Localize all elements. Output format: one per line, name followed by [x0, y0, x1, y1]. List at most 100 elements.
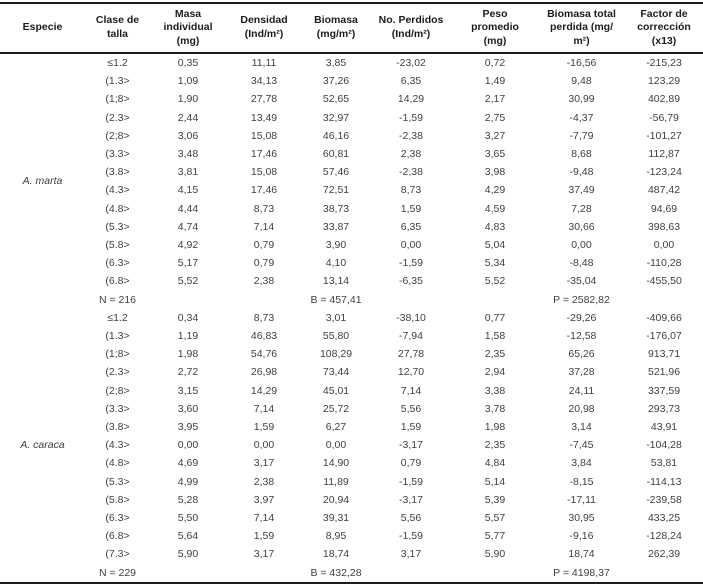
cell-peso-promedio: 5,34 [484, 257, 506, 270]
cell-no-perdidos: 12,70 [397, 366, 425, 379]
table-row: (1.3> 1,09 34,13 37,26 6,35 1,49 9,48 123,29 [0, 72, 703, 90]
table-header: Especie Clase de talla Masa individual (… [0, 3, 703, 54]
cell-masa-individual: 4,69 [177, 457, 199, 470]
cell-no-perdidos: -23,02 [396, 57, 426, 69]
cell-densidad: 15,08 [250, 166, 278, 179]
cell-no-perdidos: -2,38 [399, 129, 423, 142]
cell-biomasa-total-perdida: -8,48 [569, 257, 594, 270]
cell-masa-individual: 3,95 [177, 421, 199, 434]
cell-clase-de-talla: (1.3> [105, 75, 130, 88]
species-label: A. marta [22, 175, 63, 188]
cell-peso-promedio: 5,57 [484, 512, 506, 525]
cell-densidad: 11,11 [251, 57, 277, 69]
col-biomasa-total-perdida: Biomasa total perdida (mg/ m²) [538, 3, 625, 54]
summary-p: P = 2582,82 [553, 293, 610, 306]
cell-factor-correccion: -104,28 [646, 439, 682, 452]
table-row: (4.8> 4,69 3,17 14,90 0,79 4,84 3,84 53,81 [0, 454, 703, 472]
cell-factor-correccion: 0,00 [653, 239, 675, 252]
header-row: Especie Clase de talla Masa individual (… [0, 3, 703, 54]
cell-clase-de-talla: (4.3> [105, 184, 130, 197]
table-row: (3.3> 3,48 17,46 60,81 2,38 3,65 8,68 112,87 [0, 145, 703, 163]
table-row: (5.3> 4,74 7,14 33,87 6,35 4,83 30,66 398,63 [0, 218, 703, 236]
cell-empty [625, 564, 703, 583]
cell-clase-de-talla: (3.3> [105, 402, 130, 415]
cell-densidad: 2,38 [253, 275, 275, 288]
species-label: A. caraca [20, 439, 65, 452]
cell-biomasa-total-perdida: -17,11 [567, 493, 596, 506]
cell-biomasa: 108,29 [319, 348, 353, 361]
table-row: (2;8> 3,06 15,08 46,16 -2,38 3,27 -7,79 -101,27 [0, 127, 703, 145]
cell-masa-individual: 1,90 [177, 93, 199, 106]
cell-no-perdidos: -1,59 [399, 111, 423, 124]
cell-factor-correccion: 123,29 [647, 75, 681, 88]
cell-peso-promedio: 5,04 [484, 239, 506, 252]
cell-factor-correccion: 402,89 [647, 93, 681, 106]
cell-biomasa: 13,14 [322, 275, 350, 288]
table-row: (4.8> 4,44 8,73 38,73 1,59 4,59 7,28 94,69 [0, 200, 703, 218]
cell-no-perdidos: -3,17 [399, 493, 423, 506]
cell-masa-individual: 5,64 [177, 530, 199, 543]
cell-biomasa: 55,80 [322, 330, 350, 343]
cell-biomasa-total-perdida: 8,68 [571, 148, 592, 161]
cell-clase-de-talla: (1;8> [105, 348, 130, 361]
cell-factor-correccion: 53,81 [650, 457, 678, 470]
cell-factor-correccion: 94,69 [650, 202, 678, 215]
cell-biomasa: 18,74 [322, 548, 350, 561]
cell-clase-de-talla: (3.8> [105, 166, 130, 179]
cell-no-perdidos: 0,00 [400, 239, 422, 252]
cell-masa-individual: 2,44 [177, 111, 199, 124]
cell-masa-individual: 5,90 [177, 548, 199, 561]
table-row: (7.3> 5,90 3,17 18,74 3,17 5,90 18,74 262,39 [0, 545, 703, 563]
cell-clase-de-talla: (2.3> [105, 366, 130, 379]
cell-biomasa-total-perdida: 30,95 [568, 512, 595, 525]
cell-densidad: 1,59 [253, 530, 275, 543]
cell-peso-promedio: 3,65 [484, 148, 506, 161]
cell-peso-promedio: 0,77 [484, 311, 506, 324]
table-row: (3.3> 3,60 7,14 25,72 5,56 3,78 20,98 293,73 [0, 400, 703, 418]
cell-clase-de-talla: (2.3> [105, 111, 130, 124]
cell-biomasa: 8,95 [325, 530, 347, 543]
cell-densidad: 3,17 [253, 457, 275, 470]
table-row: (4.3> 0,00 0,00 0,00 -3,17 2,35 -7,45 -104,28 [0, 436, 703, 454]
cell-biomasa-total-perdida: 7,28 [571, 202, 592, 215]
col-factor-correccion: Factor de corrección (x13) [625, 3, 703, 54]
cell-factor-correccion: 262,39 [647, 548, 681, 561]
cell-densidad: 13,49 [250, 111, 278, 124]
table-row: (2.3> 2,44 13,49 32,97 -1,59 2,75 -4,37 -56,79 [0, 109, 703, 127]
cell-peso-promedio: 5,90 [484, 548, 506, 561]
cell-biomasa-total-perdida: -9,16 [569, 530, 594, 543]
cell-no-perdidos: -1,59 [399, 475, 423, 488]
cell-masa-individual: 5,17 [177, 257, 199, 270]
cell-clase-de-talla: (1.3> [105, 330, 130, 343]
cell-factor-correccion: 521,96 [647, 366, 681, 379]
cell-biomasa: 3,85 [325, 57, 347, 69]
cell-factor-correccion: -101,27 [646, 129, 682, 142]
cell-no-perdidos: 5,56 [400, 512, 422, 525]
table-row: (5.8> 4,92 0,79 3,90 0,00 5,04 0,00 0,00 [0, 236, 703, 254]
cell-no-perdidos: -38,10 [396, 311, 426, 324]
cell-no-perdidos: 2,38 [400, 148, 422, 161]
cell-peso-promedio: 2,17 [484, 93, 506, 106]
cell-clase-de-talla: (2;8> [105, 384, 130, 397]
cell-factor-correccion: -455,50 [646, 275, 682, 288]
cell-peso-promedio: 2,75 [484, 111, 506, 124]
cell-densidad: 3,17 [253, 548, 275, 561]
cell-biomasa: 33,87 [322, 220, 350, 233]
cell-peso-promedio: 0,72 [484, 57, 506, 69]
cell-densidad: 7,14 [253, 402, 275, 415]
cell-clase-de-talla: (5.8> [105, 493, 130, 506]
cell-no-perdidos: 14,29 [397, 93, 425, 106]
summary-n: N = 216 [98, 293, 137, 306]
cell-biomasa-total-perdida: -7,79 [569, 129, 594, 142]
cell-clase-de-talla: ≤1.2 [107, 57, 128, 69]
cell-no-perdidos: 8,73 [400, 184, 422, 197]
cell-no-perdidos: 1,59 [400, 421, 422, 434]
cell-clase-de-talla: (5.8> [105, 239, 130, 252]
cell-biomasa: 20,94 [322, 493, 350, 506]
cell-biomasa: 3,01 [325, 311, 347, 324]
cell-clase-de-talla: (3.3> [105, 148, 130, 161]
cell-peso-promedio: 5,39 [484, 493, 506, 506]
cell-masa-individual: 3,48 [177, 148, 199, 161]
cell-densidad: 8,73 [253, 311, 275, 324]
cell-masa-individual: 3,15 [177, 384, 199, 397]
